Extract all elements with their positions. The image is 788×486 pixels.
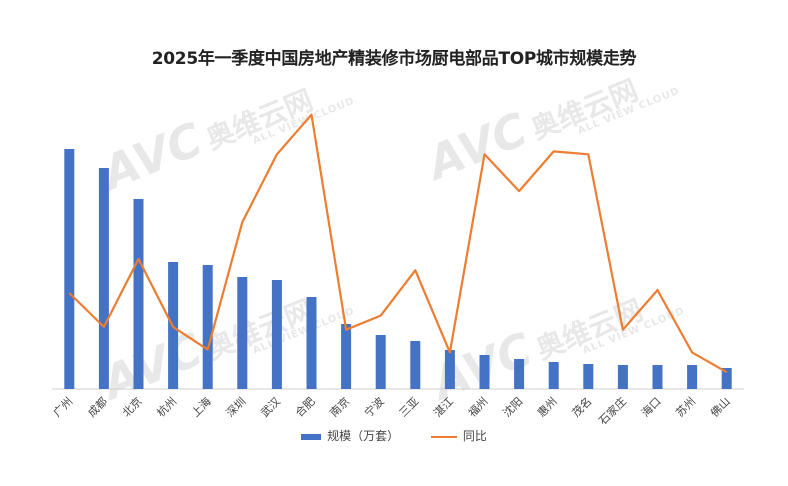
- bar: [410, 341, 421, 389]
- bar: [133, 199, 144, 389]
- x-tick-label: 南京: [327, 394, 352, 419]
- bar: [202, 265, 213, 389]
- x-tick-label: 三亚: [397, 395, 422, 420]
- bar: [237, 277, 248, 389]
- x-tick-label: 苏州: [673, 395, 698, 420]
- x-tick-label: 北京: [119, 394, 144, 419]
- legend-swatch-bar: [301, 433, 322, 440]
- x-tick-label: 湛江: [431, 395, 456, 420]
- legend-label-line: 同比: [462, 429, 487, 443]
- bar: [375, 335, 386, 389]
- x-tick-label: 广州: [51, 395, 76, 420]
- legend-item-line: 同比: [430, 427, 487, 444]
- x-tick-label: 佛山: [708, 395, 733, 420]
- bar: [583, 364, 594, 389]
- x-tick-label: 宁波: [361, 394, 386, 419]
- series-line: [68, 113, 728, 374]
- legend-label-bar: 规模（万套）: [327, 429, 400, 443]
- bar: [306, 297, 317, 389]
- legend-swatch-line: [430, 435, 457, 438]
- bar: [341, 324, 352, 389]
- x-tick-label: 成都: [85, 395, 110, 420]
- bar: [479, 355, 490, 389]
- x-tick-label: 石家庄: [596, 394, 629, 427]
- x-tick-label: 深圳: [224, 395, 249, 420]
- bar: [548, 362, 559, 389]
- x-tick-label: 上海: [188, 394, 213, 419]
- x-tick-label: 武汉: [258, 395, 283, 420]
- bar: [64, 149, 75, 389]
- legend: 规模（万套） 同比: [0, 427, 788, 444]
- chart-title: 2025年一季度中国房地产精装修市场厨电部品TOP城市规模走势: [151, 49, 637, 69]
- bar: [617, 365, 628, 389]
- x-tick-label: 福州: [465, 394, 490, 419]
- x-tick-label: 杭州: [154, 394, 179, 419]
- bar: [514, 359, 525, 389]
- bar: [652, 365, 663, 389]
- x-tick-label: 海口: [638, 394, 663, 419]
- bar: [687, 365, 698, 389]
- x-tick-label: 茂名: [569, 394, 594, 419]
- bar: [721, 368, 732, 389]
- legend-item-bar: 规模（万套）: [301, 427, 399, 444]
- x-tick-label: 合肥: [292, 394, 317, 419]
- bar: [98, 168, 109, 389]
- bar: [444, 350, 455, 389]
- x-tick-label: 惠州: [534, 394, 559, 419]
- bar: [271, 280, 282, 389]
- x-tick-label: 沈阳: [500, 394, 525, 419]
